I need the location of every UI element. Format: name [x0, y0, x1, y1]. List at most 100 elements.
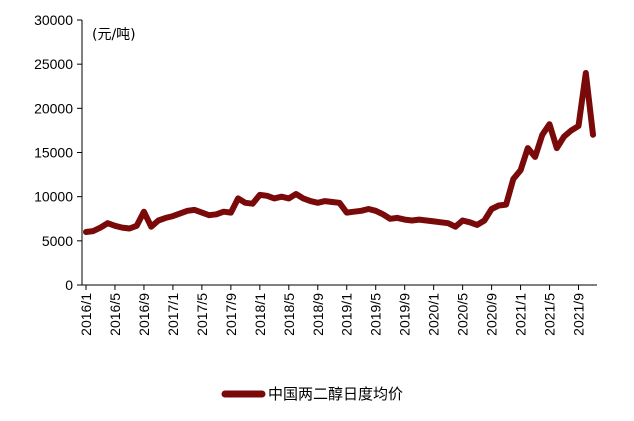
data-point	[148, 224, 154, 230]
data-point	[518, 167, 524, 173]
data-point	[394, 215, 400, 221]
data-point	[561, 134, 567, 140]
data-point	[525, 145, 531, 151]
data-point	[568, 127, 574, 133]
data-point	[423, 218, 429, 223]
plot-area	[83, 70, 596, 235]
data-point	[380, 211, 386, 217]
data-point	[242, 200, 248, 206]
data-point	[119, 225, 125, 231]
data-point	[228, 210, 234, 216]
data-point	[206, 212, 212, 218]
data-point	[90, 228, 96, 234]
x-tick-label: 2021/9	[571, 293, 587, 336]
x-tick-label: 2017/1	[165, 293, 181, 336]
x-tick-label: 2020/1	[426, 293, 442, 336]
data-point	[322, 198, 328, 204]
data-point	[264, 193, 270, 199]
x-tick-label: 2016/5	[107, 293, 123, 336]
data-point	[286, 195, 292, 201]
data-point	[257, 192, 263, 198]
data-point	[199, 210, 205, 216]
y-tick-label: 20000	[34, 100, 73, 116]
data-point	[279, 194, 285, 200]
data-point	[576, 123, 581, 129]
data-point	[141, 209, 147, 215]
data-point	[431, 218, 437, 224]
data-point	[532, 154, 538, 160]
y-unit-label: (元/吨)	[92, 27, 136, 43]
data-point	[213, 211, 219, 217]
data-point	[329, 199, 335, 205]
data-point	[184, 208, 190, 214]
y-tick-label: 30000	[34, 12, 73, 28]
x-tick-label: 2019/5	[368, 293, 384, 336]
data-point	[554, 145, 560, 151]
data-point	[105, 220, 111, 226]
x-tick-label: 2016/9	[136, 293, 152, 336]
data-point	[235, 195, 241, 201]
data-point	[170, 213, 176, 219]
data-point	[503, 202, 509, 208]
data-point	[177, 210, 183, 216]
data-point	[293, 191, 299, 197]
y-axis: 0 5000 10000 15000 20000 25000 30000	[34, 12, 83, 293]
data-point	[337, 200, 342, 206]
x-tick-label: 2019/1	[339, 293, 355, 336]
data-point	[402, 217, 408, 223]
y-tick-label: 25000	[34, 56, 73, 72]
data-point	[496, 203, 502, 208]
data-point	[250, 201, 256, 207]
y-tick-label: 5000	[42, 233, 73, 249]
data-point	[344, 210, 350, 216]
y-tick-label: 10000	[34, 189, 73, 205]
data-point	[98, 225, 103, 231]
data-point	[112, 223, 118, 229]
data-point	[416, 217, 422, 223]
data-point	[221, 209, 227, 215]
data-point	[300, 195, 306, 201]
x-tick-label: 2021/5	[542, 293, 558, 336]
x-tick-label: 2020/9	[484, 293, 500, 336]
data-point	[127, 226, 132, 231]
data-point	[315, 200, 321, 206]
data-point	[481, 218, 487, 223]
x-tick-label: 2018/5	[281, 293, 297, 336]
x-axis: 2016/1 2016/5 2016/9 2017/1 2017/5 2017/9 2018…	[78, 284, 597, 336]
data-point	[134, 223, 140, 229]
data-point	[366, 206, 371, 212]
data-point	[510, 176, 516, 182]
legend-label: 中国两二醇日度均价	[268, 385, 403, 403]
data-point	[452, 224, 458, 230]
data-point	[547, 121, 552, 127]
x-tick-label: 2016/1	[78, 293, 94, 336]
data-point	[155, 218, 161, 223]
x-tick-label: 2019/9	[397, 293, 413, 336]
data-point	[192, 207, 198, 213]
data-point	[539, 132, 545, 138]
data-point	[358, 208, 364, 214]
data-point	[590, 132, 596, 138]
data-point	[474, 222, 480, 228]
data-point	[351, 209, 357, 215]
data-point	[271, 195, 277, 201]
data-point	[583, 70, 589, 76]
x-tick-label: 2018/1	[252, 293, 268, 336]
series-line-0	[83, 70, 596, 235]
data-point	[163, 215, 169, 221]
x-tick-label: 2017/5	[194, 293, 210, 336]
data-point	[489, 206, 495, 212]
x-tick-label: 2020/5	[455, 293, 471, 336]
data-point	[445, 220, 451, 226]
data-point	[373, 208, 379, 214]
legend: 中国两二醇日度均价	[221, 385, 403, 403]
data-point	[387, 216, 393, 222]
data-point	[460, 218, 466, 223]
y-tick-label: 0	[65, 277, 73, 293]
data-point	[409, 218, 415, 223]
data-point	[438, 219, 444, 225]
y-tick-label: 15000	[34, 145, 73, 161]
x-tick-label: 2017/9	[223, 293, 239, 336]
x-tick-label: 2018/9	[310, 293, 326, 336]
